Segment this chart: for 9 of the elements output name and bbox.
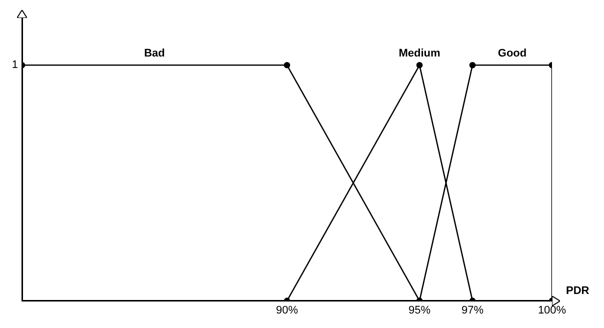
- text: 1: [12, 59, 18, 72]
- series-label: Bad: [144, 48, 165, 60]
- series-label: Medium: [398, 48, 440, 60]
- x-tick-label: 95%: [408, 304, 431, 316]
- x-axis-title: PDR: [566, 284, 590, 297]
- x-tick-label: 97%: [461, 304, 484, 316]
- x-tick-label: 100%: [538, 304, 566, 316]
- x-tick-label: 90%: [276, 304, 298, 316]
- series-label: Good: [498, 48, 527, 60]
